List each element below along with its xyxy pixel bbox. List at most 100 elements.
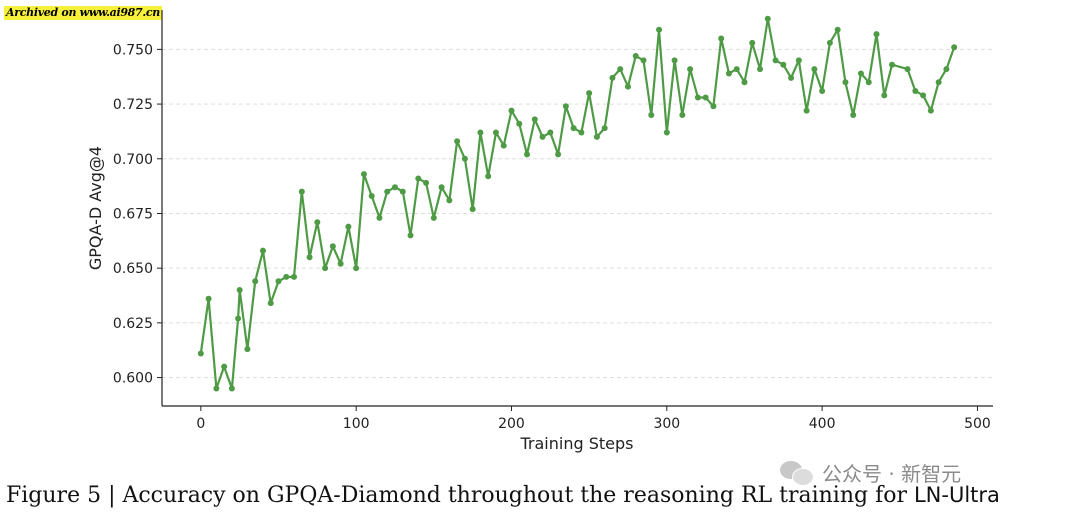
data-point xyxy=(283,273,290,280)
data-point xyxy=(656,26,663,33)
data-point xyxy=(337,260,344,267)
data-point xyxy=(912,87,919,94)
data-point xyxy=(927,107,934,114)
data-point xyxy=(415,175,422,182)
data-point xyxy=(423,179,430,186)
data-point xyxy=(617,66,624,73)
data-point xyxy=(578,129,585,136)
data-point xyxy=(235,315,242,322)
y-tick-label: 0.700 xyxy=(113,152,153,168)
data-point xyxy=(632,52,639,59)
data-point xyxy=(834,26,841,33)
line-chart: 0.600 0.625 0.650 0.675 0.700 0.725 0.750 0 100… xyxy=(86,10,993,453)
data-point xyxy=(904,66,911,73)
series-layer xyxy=(197,15,958,392)
data-point xyxy=(772,57,779,64)
data-point xyxy=(687,66,694,73)
data-point xyxy=(236,287,243,294)
data-point xyxy=(935,79,942,86)
data-point xyxy=(725,70,732,77)
data-point xyxy=(221,363,228,370)
data-point xyxy=(842,79,849,86)
data-point xyxy=(492,129,499,136)
data-point xyxy=(749,39,756,46)
data-point xyxy=(889,61,896,68)
data-point xyxy=(601,125,608,132)
data-point xyxy=(819,87,826,94)
y-tick-label: 0.725 xyxy=(113,97,153,113)
x-tick-label: 500 xyxy=(964,416,991,432)
data-point xyxy=(586,90,593,97)
caption-model-name: LN-Ultra xyxy=(913,483,1000,507)
caption-prefix: Figure 5 | Accuracy on GPQA-Diamond thro… xyxy=(6,483,914,508)
y-tick-label: 0.625 xyxy=(113,316,153,332)
data-point xyxy=(205,295,212,302)
x-tick-label: 400 xyxy=(809,416,836,432)
data-point xyxy=(469,206,476,213)
data-point xyxy=(640,57,647,64)
data-point xyxy=(826,39,833,46)
series-line xyxy=(199,17,956,390)
data-point xyxy=(811,66,818,73)
data-point xyxy=(663,129,670,136)
data-point xyxy=(353,265,360,272)
x-tick-label: 300 xyxy=(653,416,680,432)
figure-caption: Figure 5 | Accuracy on GPQA-Diamond thro… xyxy=(6,483,1000,508)
data-point xyxy=(547,129,554,136)
data-point xyxy=(446,197,453,204)
data-point xyxy=(694,94,701,101)
data-point xyxy=(733,66,740,73)
data-point xyxy=(718,35,725,42)
data-point xyxy=(788,74,795,81)
data-point xyxy=(275,278,282,285)
data-point xyxy=(391,184,398,191)
data-point xyxy=(803,107,810,114)
data-point xyxy=(764,15,771,22)
axes xyxy=(161,10,993,407)
data-point xyxy=(461,155,468,162)
data-point xyxy=(322,265,329,272)
data-point xyxy=(624,83,631,90)
x-tick-label: 200 xyxy=(498,416,525,432)
data-point xyxy=(539,133,546,140)
data-point xyxy=(710,103,717,110)
data-point xyxy=(562,103,569,110)
data-point xyxy=(399,188,406,195)
data-point xyxy=(570,125,577,132)
data-point xyxy=(609,74,616,81)
data-point xyxy=(384,188,391,195)
data-point xyxy=(244,346,251,353)
data-point xyxy=(516,120,523,127)
data-point xyxy=(430,214,437,221)
y-tick-label: 0.600 xyxy=(113,371,153,387)
data-point xyxy=(252,278,259,285)
data-point xyxy=(508,107,515,114)
x-axis-label: Training Steps xyxy=(520,434,634,453)
data-point xyxy=(873,31,880,38)
data-point xyxy=(951,44,958,51)
data-point xyxy=(291,273,298,280)
data-point xyxy=(741,79,748,86)
x-axis-ticks: 0 100 200 300 400 500 xyxy=(196,406,991,432)
data-point xyxy=(865,79,872,86)
y-tick-label: 0.650 xyxy=(113,261,153,277)
data-point xyxy=(943,66,950,73)
data-point xyxy=(795,57,802,64)
data-point xyxy=(298,188,305,195)
data-point xyxy=(780,61,787,68)
data-point xyxy=(329,243,336,250)
x-tick-label: 0 xyxy=(196,416,205,432)
y-tick-label: 0.675 xyxy=(113,206,153,222)
data-point xyxy=(407,232,414,239)
data-point xyxy=(485,173,492,180)
y-axis-ticks: 0.600 0.625 0.650 0.675 0.700 0.725 0.750 xyxy=(113,42,162,387)
data-point xyxy=(881,92,888,99)
data-point xyxy=(228,385,235,392)
data-point xyxy=(857,70,864,77)
data-point xyxy=(593,133,600,140)
y-axis-label: GPQA-D Avg@4 xyxy=(86,146,105,270)
data-point xyxy=(920,92,927,99)
data-point xyxy=(259,247,266,254)
data-point xyxy=(702,94,709,101)
data-point xyxy=(524,151,531,158)
